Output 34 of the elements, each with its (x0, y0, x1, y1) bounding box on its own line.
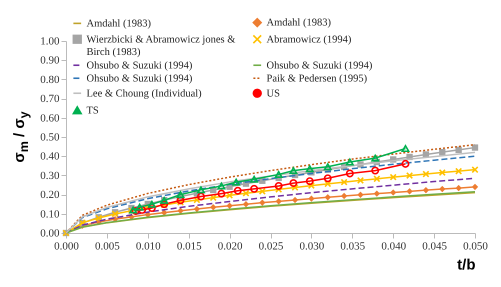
legend-label: Ohsubo & Suzuki (1994) (86, 73, 193, 84)
x-tick-label: 0.030 (300, 240, 325, 252)
y-tick-label: 1.00 (40, 36, 60, 48)
y-tick-label: 0.10 (40, 208, 60, 220)
y-tick-label: 0.80 (40, 74, 60, 86)
x-tick-label: 0.040 (381, 240, 407, 252)
y-tick-label: 0.70 (40, 93, 60, 106)
x-tick-label: 0.045 (422, 240, 448, 252)
y-tick-label: 0.20 (40, 189, 60, 202)
legend-label: Lee & Choung (Individual) (86, 88, 202, 100)
y-tick-label: 0.00 (40, 228, 60, 240)
x-tick-label: 0.025 (258, 240, 284, 252)
legend-label: Paik & Pedersen (1995) (266, 73, 368, 84)
legend-label: Ohsubo & Suzuki (1994) (86, 60, 193, 72)
x-tick-label: 0.020 (218, 240, 243, 252)
x-tick-label: 0.035 (340, 240, 366, 252)
y-tick-label: 0.60 (40, 112, 60, 124)
x-tick-label: 0.005 (95, 240, 120, 252)
legend-label: Abramowicz (1994) (266, 34, 352, 46)
x-tick-label: 0.010 (136, 240, 162, 252)
y-tick-label: 0.30 (40, 170, 60, 182)
legend-label: TS (86, 105, 99, 116)
legend-label: Ohsubo & Suzuki (1994) (266, 60, 373, 72)
legend-label: Amdahl (1983) (266, 18, 332, 29)
x-tick-label: 0.000 (54, 240, 80, 252)
legend-label: Amdahl (1983) (86, 18, 152, 30)
x-axis-title: t/b (457, 256, 476, 274)
y-tick-label: 0.90 (40, 54, 60, 67)
legend-label: Wierzbicki & Abramowicz jones & Birch (1983) (86, 34, 236, 58)
legend-label: US (266, 88, 280, 100)
y-tick-label: 0.40 (40, 150, 60, 163)
y-tick-label: 0.50 (40, 132, 60, 144)
x-tick-label: 0.015 (176, 240, 202, 252)
x-tick-label: 0.050 (463, 240, 488, 252)
